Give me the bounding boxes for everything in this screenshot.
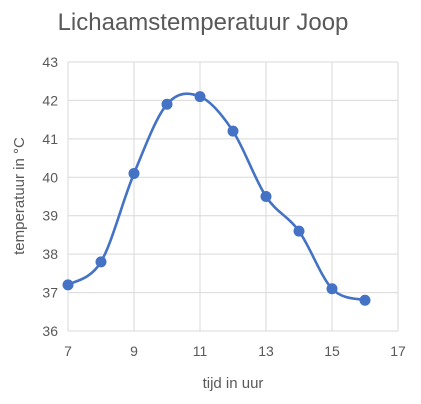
x-tick-label: 17 — [390, 343, 406, 359]
data-point — [260, 191, 272, 202]
y-tick-label: 36 — [42, 323, 58, 339]
y-tick-label: 39 — [42, 208, 58, 224]
data-point — [293, 225, 305, 237]
y-tick-label: 41 — [42, 131, 58, 147]
data-points — [62, 91, 371, 306]
y-tick-label: 38 — [42, 246, 58, 262]
data-point — [194, 91, 206, 103]
y-tick-label: 37 — [42, 285, 58, 301]
series-line — [66, 92, 367, 302]
x-tick-label: 7 — [64, 343, 72, 359]
data-point — [128, 167, 140, 179]
x-tick-label: 15 — [324, 343, 340, 359]
data-point — [161, 98, 173, 110]
chart-title: Lichaamstemperatuur Joop — [58, 9, 349, 36]
data-point — [95, 256, 107, 268]
data-point — [359, 294, 371, 306]
y-tick-label: 40 — [42, 169, 58, 185]
x-tick-label: 13 — [258, 343, 274, 359]
data-point — [326, 283, 338, 295]
x-axis-label: tijd in uur — [203, 375, 264, 392]
y-tick-label: 42 — [42, 92, 58, 108]
grid — [67, 61, 399, 332]
data-point — [62, 279, 74, 291]
x-axis-ticks: 7 9 11 13 15 17 — [64, 343, 406, 359]
x-tick-label: 9 — [130, 343, 138, 359]
y-tick-label: 43 — [42, 54, 58, 70]
y-axis-label: temperatuur in °C — [11, 137, 28, 255]
y-axis-ticks: 36 37 38 39 40 41 42 43 — [42, 54, 58, 339]
x-tick-label: 11 — [193, 343, 208, 359]
data-point — [227, 125, 239, 137]
